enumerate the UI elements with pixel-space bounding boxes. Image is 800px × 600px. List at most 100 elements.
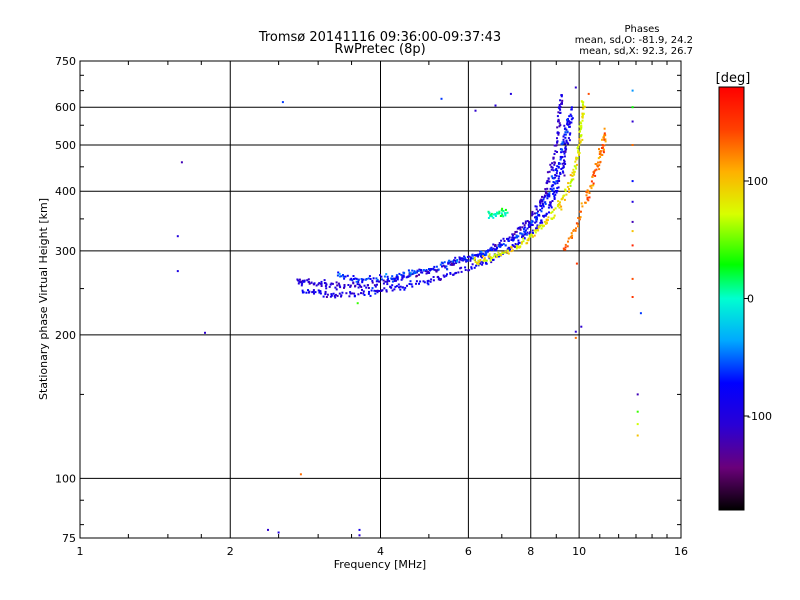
data-point (566, 118, 568, 121)
data-point (481, 263, 484, 266)
data-point (631, 106, 634, 109)
data-point (519, 228, 522, 231)
data-point (581, 115, 584, 118)
data-point (352, 281, 355, 284)
data-point (599, 150, 602, 153)
data-point (449, 263, 452, 266)
y-tick-label: 100 (55, 472, 76, 485)
data-point (445, 274, 448, 277)
data-point (485, 251, 488, 254)
data-point (389, 285, 392, 288)
data-point (569, 132, 572, 135)
data-point (369, 294, 372, 297)
data-point (324, 285, 327, 288)
data-point (358, 528, 361, 531)
data-point (520, 232, 523, 235)
data-point (574, 165, 577, 168)
data-point (466, 259, 469, 262)
data-point (494, 215, 497, 217)
data-point (560, 168, 563, 170)
data-point (349, 292, 352, 295)
data-point (446, 273, 448, 276)
data-point (587, 92, 590, 95)
data-point (491, 249, 493, 251)
data-point (383, 287, 386, 290)
data-point (536, 227, 539, 230)
plot-area: 1 2 4 6 8 10 16 75 100 200 300 400 500 600 750 (55, 55, 688, 558)
data-point (413, 270, 416, 273)
data-point (556, 141, 559, 144)
data-point (340, 275, 343, 278)
data-point (562, 164, 565, 167)
data-point (545, 222, 548, 225)
data-point (388, 280, 391, 283)
data-point (331, 282, 334, 285)
stats-x-mode: mean, sd,X: 92.3, 26.7 (579, 46, 693, 57)
data-point (484, 259, 487, 262)
data-point (329, 283, 332, 286)
data-point (422, 280, 425, 283)
x-axis-ticks: 1 2 4 6 8 10 16 (77, 61, 688, 558)
data-point (555, 191, 558, 194)
data-point (365, 286, 368, 289)
data-point (308, 290, 311, 293)
data-point (548, 195, 551, 198)
data-point (552, 187, 555, 190)
data-point (499, 244, 502, 247)
data-point (563, 155, 566, 158)
data-point (581, 112, 584, 115)
data-point (385, 290, 388, 293)
data-point (529, 231, 532, 234)
data-point (514, 243, 517, 245)
data-point (541, 195, 543, 198)
data-point (418, 282, 420, 285)
data-point (478, 261, 481, 263)
data-point (386, 275, 389, 278)
data-point (504, 214, 507, 217)
data-point (313, 282, 316, 285)
data-point (557, 165, 560, 168)
data-point (474, 109, 477, 112)
data-point (541, 207, 544, 210)
data-point (574, 160, 577, 163)
data-point (581, 107, 584, 110)
data-point (548, 211, 550, 214)
data-point (574, 86, 577, 89)
data-point (501, 243, 504, 246)
data-point (555, 144, 558, 147)
data-point (507, 246, 510, 249)
data-point (585, 194, 588, 197)
data-point (570, 115, 573, 118)
data-point (493, 213, 495, 216)
data-point (556, 205, 559, 208)
data-point (499, 215, 502, 217)
data-point (405, 276, 408, 279)
data-point (588, 196, 591, 199)
data-point (602, 136, 605, 139)
data-point (528, 232, 531, 235)
data-point (267, 528, 269, 531)
data-point (548, 194, 551, 197)
data-point (563, 133, 566, 136)
data-point (446, 268, 449, 271)
data-point (447, 262, 450, 265)
data-point (559, 99, 562, 102)
data-point (482, 253, 485, 256)
data-point (631, 120, 634, 123)
data-point (590, 184, 593, 187)
data-point (555, 168, 558, 170)
data-point (338, 272, 341, 275)
data-point (477, 259, 480, 262)
data-point (549, 201, 552, 204)
data-point (442, 264, 445, 267)
data-point (454, 260, 457, 263)
data-point (371, 279, 374, 282)
data-point (578, 140, 581, 143)
data-point (604, 134, 607, 137)
data-point (492, 258, 495, 261)
data-point (561, 197, 564, 200)
data-point (558, 175, 561, 178)
data-point (319, 290, 322, 293)
data-point (427, 283, 430, 286)
data-point (534, 205, 537, 208)
